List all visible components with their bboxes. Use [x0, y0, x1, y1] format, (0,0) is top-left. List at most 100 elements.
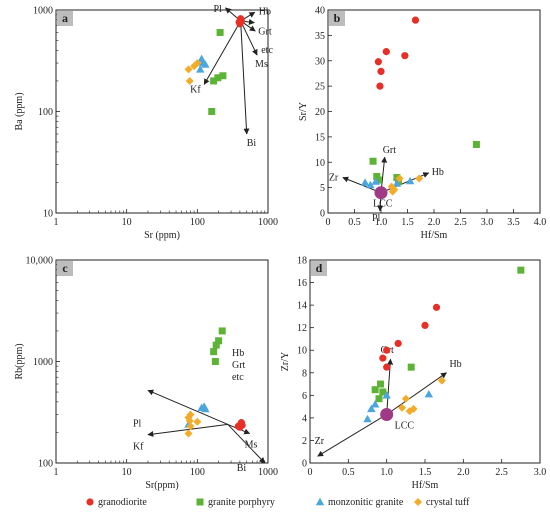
- data-point: [392, 179, 402, 187]
- vector-arrow: [317, 414, 387, 457]
- vector-label: Grt: [383, 145, 397, 156]
- vector-label: Pl: [213, 4, 222, 15]
- y-tick-label: 20: [315, 107, 325, 118]
- x-axis-label: Sr (ppm): [144, 230, 180, 241]
- x-axis-label: Hf/Sm: [421, 230, 448, 241]
- vector-label: Hb: [232, 348, 244, 359]
- data-point: [212, 341, 220, 349]
- data-point: [363, 414, 372, 423]
- data-point: [369, 157, 377, 165]
- vector-label: Hb: [449, 359, 461, 370]
- data-point: [517, 266, 525, 274]
- legend: granodiorite granite porphyry monzonitic g…: [86, 497, 470, 508]
- y-tick-label: 100: [38, 107, 53, 118]
- vector-label: Zr: [329, 172, 339, 183]
- x-tick-label: 1000: [258, 467, 278, 478]
- vector-label: Kf: [133, 442, 144, 453]
- plot-frame: [55, 9, 269, 214]
- y-tick-label: 1000: [33, 6, 53, 17]
- panel-label: d: [316, 261, 323, 275]
- vector-label: Bi: [247, 138, 257, 149]
- vector-label: Pl: [372, 213, 381, 224]
- legend-marker-granite-porphyry: [196, 498, 204, 506]
- vector-label: Grt: [258, 27, 272, 38]
- y-axis-label: Rb(ppm): [14, 343, 25, 379]
- series-monzonitic-granite: [196, 54, 210, 73]
- vector-arrow: [227, 424, 266, 464]
- vector-arrow: [380, 172, 430, 194]
- data-point: [186, 410, 195, 419]
- panel-d: 0 0.5 1.0 1.5 2.0 2.5 3.0 0 2 4 6 8 10 12 14 16 18 Hf/Sm Z…: [280, 256, 546, 492]
- x-axis-label: Hf/Sm: [412, 480, 439, 491]
- y-tick-label: 18: [297, 256, 307, 267]
- data-point: [388, 187, 397, 196]
- data-point: [215, 337, 223, 345]
- data-point: [201, 404, 210, 413]
- series-granodiorite: [235, 15, 245, 28]
- series-granite-porphyry: [371, 266, 525, 403]
- data-point: [411, 16, 420, 24]
- data-point: [398, 403, 406, 412]
- vectors-a: Pl Hb Grt etc Ms Kf Bi: [190, 4, 273, 149]
- y-tick-label: 10: [43, 209, 53, 220]
- x-tick-label: 0: [326, 217, 331, 228]
- panel-label: b: [334, 11, 341, 25]
- legend-label: granodiorite: [98, 497, 147, 508]
- data-point: [193, 417, 202, 426]
- data-point: [424, 390, 434, 398]
- data-point: [210, 348, 218, 356]
- vector-arrow: [147, 389, 229, 425]
- data-point: [186, 422, 195, 431]
- x-tick-label: 0.5: [348, 217, 361, 228]
- data-point: [208, 108, 216, 115]
- data-point: [190, 62, 199, 71]
- x-tick-label: 1: [54, 217, 59, 228]
- data-point: [214, 74, 222, 82]
- vector-arrow: [240, 20, 250, 135]
- y-tick-label: 4: [302, 413, 307, 424]
- data-point: [394, 178, 402, 186]
- vector-arrow: [147, 423, 228, 437]
- data-point: [437, 376, 446, 385]
- legend-label: crystal tuff: [426, 497, 470, 508]
- series-crystal-tuff: [387, 174, 424, 196]
- vector-label: etc: [232, 372, 244, 383]
- x-tick-label: 1.0: [375, 217, 388, 228]
- y-axis-label: Ba (ppm): [14, 92, 25, 130]
- data-point: [371, 386, 379, 394]
- legend-label: granite porphyry: [208, 497, 275, 508]
- vector-arrow: [240, 20, 258, 56]
- vector-label: etc: [261, 45, 273, 56]
- data-point: [374, 176, 382, 184]
- y-tick-label: 100: [38, 459, 53, 470]
- data-point: [432, 303, 441, 311]
- panel-label-bg: [329, 11, 345, 26]
- data-point: [185, 416, 194, 425]
- data-point: [370, 400, 380, 408]
- y-tick-label: 40: [315, 6, 325, 17]
- vector-label: Hb: [259, 6, 271, 17]
- data-point: [371, 177, 380, 185]
- data-point: [382, 391, 391, 399]
- x-axis-label: Sr(ppm): [145, 480, 178, 491]
- x-tick-label: 0: [308, 467, 313, 478]
- series-granodiorite: [234, 419, 246, 431]
- data-point: [218, 327, 226, 335]
- data-point: [193, 59, 202, 68]
- series-monzonitic-granite: [363, 390, 434, 423]
- data-point: [407, 363, 415, 371]
- data-point: [211, 358, 219, 365]
- vector-label: Zr: [315, 436, 325, 447]
- x-tick-label: 2.0: [457, 467, 470, 478]
- plot-frame: [309, 259, 541, 464]
- lcc-point: [380, 408, 394, 422]
- x-tick-label: 1.5: [419, 467, 432, 478]
- vectors-b: Grt Hb Zr Pl: [329, 145, 444, 224]
- data-point: [196, 65, 205, 73]
- data-point: [382, 48, 390, 56]
- x-tick-label: 1.5: [401, 217, 414, 228]
- data-point: [219, 72, 227, 80]
